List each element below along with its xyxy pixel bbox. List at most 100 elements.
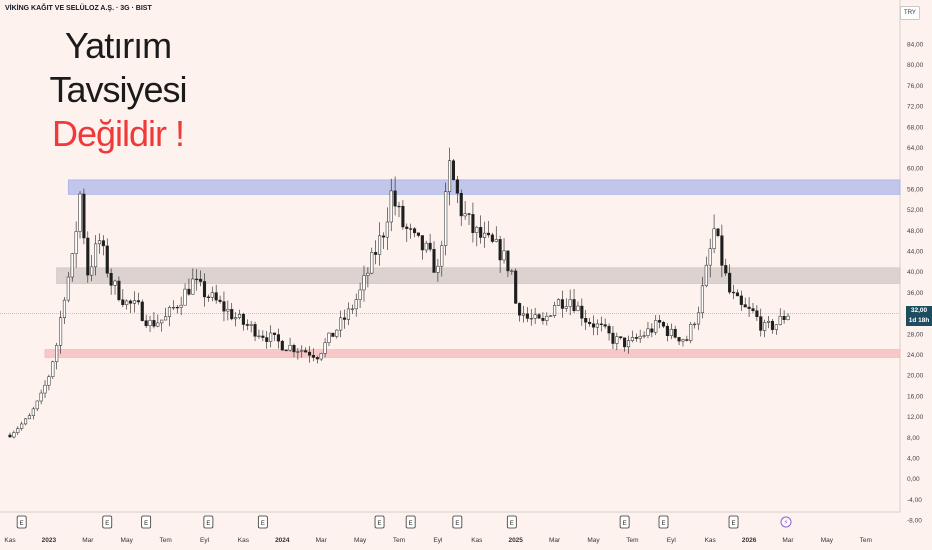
y-tick-label: 4,00 xyxy=(907,456,920,463)
candle-down xyxy=(101,240,105,247)
symbol-header[interactable]: VİKİNG KAĞIT VE SELÜLOZ A.Ş. · 3G · BIST xyxy=(5,5,152,12)
candle-up xyxy=(615,336,619,344)
x-tick-label: Tem xyxy=(626,537,638,544)
y-tick-label: 24,00 xyxy=(907,352,924,359)
candle-up xyxy=(62,299,67,318)
candle-up xyxy=(778,316,782,325)
candle-up xyxy=(564,306,568,309)
y-tick-label: 84,00 xyxy=(907,42,924,49)
annotation-line-3: Değildir ! xyxy=(51,113,185,154)
bar-countdown-label: 1d 18h xyxy=(908,317,930,324)
y-tick-label: 48,00 xyxy=(907,228,924,235)
candle-up xyxy=(689,324,693,341)
candle-down xyxy=(284,349,288,352)
x-tick-label: May xyxy=(121,537,134,544)
candle-up xyxy=(16,428,20,433)
candle-down xyxy=(272,332,277,335)
candle-down xyxy=(486,232,491,236)
candle-down xyxy=(455,179,459,194)
candle-up xyxy=(12,432,16,438)
candle-down xyxy=(599,323,603,325)
candle-down xyxy=(518,303,522,316)
x-tick-label: Mar xyxy=(82,537,94,544)
x-tick-label: 2026 xyxy=(742,537,757,544)
y-tick-label: 52,00 xyxy=(907,207,924,214)
y-tick-label: 20,00 xyxy=(907,373,924,380)
candle-down xyxy=(611,332,615,344)
candle-up xyxy=(249,324,253,326)
candle-down xyxy=(420,235,424,251)
candle-down xyxy=(623,337,627,348)
candle-down xyxy=(428,242,432,250)
earnings-marker xyxy=(452,515,463,529)
candle-down xyxy=(677,337,681,342)
candle-down xyxy=(673,328,677,338)
candle-up xyxy=(553,305,557,316)
candle-up xyxy=(533,314,537,319)
y-tick-label: 36,00 xyxy=(907,290,924,297)
last-price-label: 32,00 xyxy=(910,307,928,314)
x-tick-label: Kas xyxy=(4,537,16,544)
y-tick-label: 40,00 xyxy=(907,269,924,276)
candle-down xyxy=(144,320,148,327)
candle-down xyxy=(265,337,269,342)
candle-down xyxy=(304,350,308,353)
candle-down xyxy=(307,351,312,356)
candle-down xyxy=(467,213,471,215)
candle-up xyxy=(358,289,362,300)
candle-up xyxy=(300,350,304,352)
x-tick-label: Eyl xyxy=(433,537,443,544)
candle-down xyxy=(175,306,179,309)
candle-up xyxy=(786,315,790,320)
candle-down xyxy=(716,228,720,237)
candle-up xyxy=(257,335,261,338)
x-tick-label: May xyxy=(821,537,834,544)
x-tick-label: Mar xyxy=(549,537,561,544)
x-tick-label: Kas xyxy=(238,537,250,544)
candle-up xyxy=(39,392,43,402)
candle-down xyxy=(152,320,156,327)
candle-down xyxy=(770,320,774,330)
candle-up xyxy=(43,384,47,394)
candle-down xyxy=(117,280,121,301)
candle-up xyxy=(288,345,292,351)
earnings-marker-label: E xyxy=(105,521,109,527)
candle-up xyxy=(31,408,35,416)
y-tick-label: 0,00 xyxy=(907,476,920,483)
candle-down xyxy=(685,339,689,341)
candle-up xyxy=(642,335,646,337)
x-tick-label: 2023 xyxy=(42,537,57,544)
y-tick-label: 44,00 xyxy=(907,249,924,256)
candle-down xyxy=(206,296,210,298)
candle-up xyxy=(763,322,767,331)
candle-down xyxy=(603,324,607,327)
candle-down xyxy=(86,237,90,276)
candle-up xyxy=(549,315,553,317)
candle-up xyxy=(436,265,440,273)
candle-down xyxy=(195,278,199,281)
y-tick-label: 76,00 xyxy=(907,83,924,90)
earnings-marker-label: E xyxy=(455,521,459,527)
candle-down xyxy=(619,336,623,339)
candle-up xyxy=(27,415,31,420)
candle-up xyxy=(654,320,658,333)
candle-down xyxy=(541,317,545,321)
candle-down xyxy=(261,335,265,338)
candle-up xyxy=(630,337,634,341)
candle-up xyxy=(24,418,28,425)
candle-up xyxy=(339,317,343,331)
candle-down xyxy=(405,226,409,229)
candle-down xyxy=(658,320,662,323)
currency-button[interactable]: TRY xyxy=(900,6,920,20)
x-tick-label: Tem xyxy=(159,537,171,544)
x-tick-label: Mar xyxy=(782,537,794,544)
earnings-marker xyxy=(257,515,268,529)
candle-down xyxy=(588,321,592,324)
candle-down xyxy=(129,300,133,304)
candle-up xyxy=(113,280,117,286)
candle-up xyxy=(556,299,561,306)
candle-up xyxy=(354,299,358,310)
candle-up xyxy=(638,335,642,339)
candle-down xyxy=(743,304,747,308)
